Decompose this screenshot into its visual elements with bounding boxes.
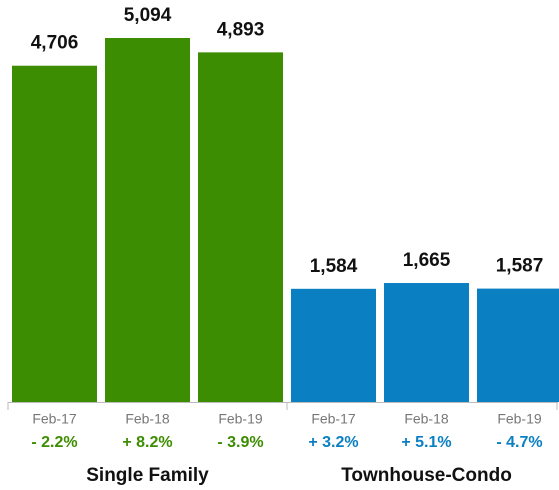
value-label: 1,665 <box>403 250 451 271</box>
change-label: - 2.2% <box>31 434 77 451</box>
bar <box>12 65 97 403</box>
value-label: 4,706 <box>31 33 79 54</box>
x-tick-label: Feb-19 <box>497 411 542 427</box>
bar <box>384 283 469 402</box>
x-tick-label: Feb-18 <box>125 411 170 427</box>
x-tick-label: Feb-17 <box>32 411 77 427</box>
value-label: 5,094 <box>124 5 172 26</box>
x-tick-label: Feb-19 <box>218 411 263 427</box>
change-label: - 4.7% <box>496 434 542 451</box>
bar <box>477 288 559 402</box>
change-label: + 3.2% <box>308 434 358 451</box>
change-label: + 5.1% <box>401 434 451 451</box>
group-label: Townhouse-Condo <box>341 465 512 486</box>
x-tick-label: Feb-17 <box>311 411 356 427</box>
group-label: Single Family <box>86 465 209 486</box>
bar <box>105 38 190 402</box>
bar <box>291 288 376 402</box>
bar <box>198 52 283 402</box>
value-label: 1,587 <box>496 256 544 277</box>
value-label: 1,584 <box>310 256 358 277</box>
value-label: 4,893 <box>217 19 265 40</box>
change-label: + 8.2% <box>122 434 172 451</box>
change-label: - 3.9% <box>217 434 263 451</box>
x-tick-label: Feb-18 <box>404 411 449 427</box>
